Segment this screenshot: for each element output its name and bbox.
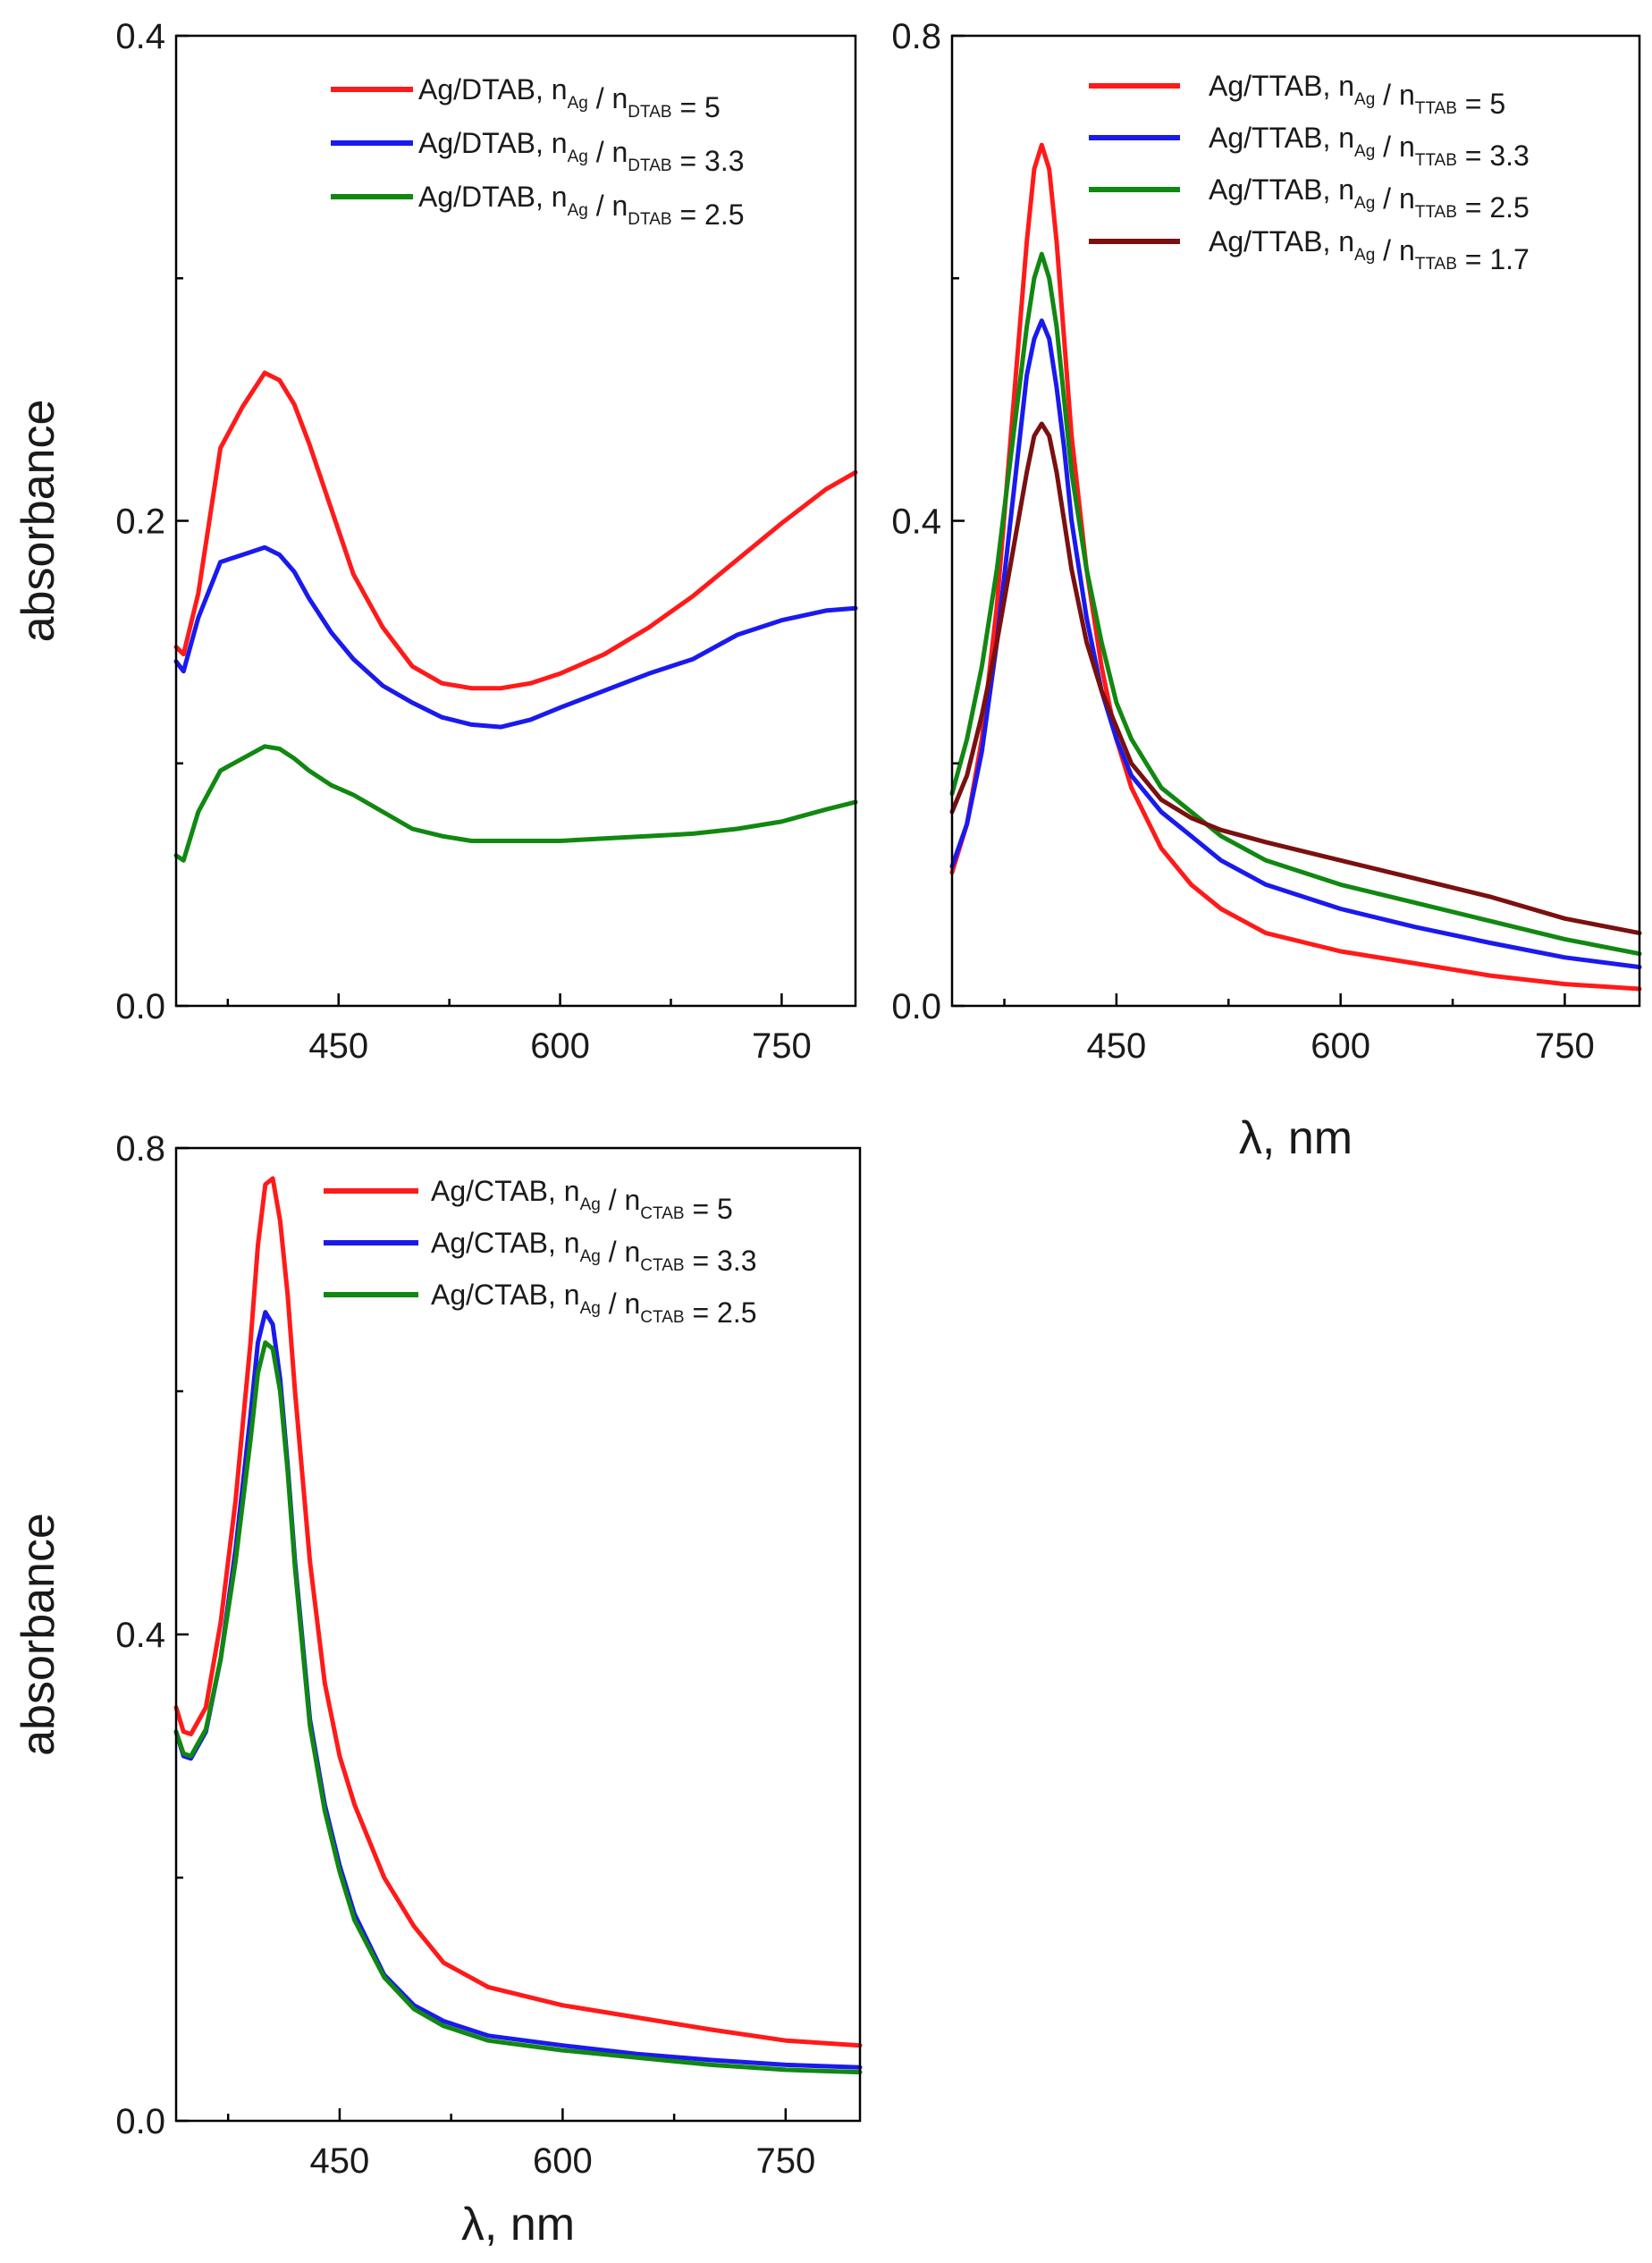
legend-label-ttab-3: Ag/TTAB, nAg / nTTAB = 1.7 <box>1209 225 1530 275</box>
chart-panel-ctab: 450 600 750 0.0 0.4 0.8 absorbance λ, nm Ag/CTAB… <box>13 1129 863 2250</box>
chart-panel-ttab: 450 600 750 0.0 0.4 0.8 λ, nm Ag/TTAB, nAg / nT… <box>891 17 1642 1164</box>
y-tick-label-ttab: 0.0 <box>891 987 941 1026</box>
x-tick-label-ctab: 600 <box>533 2141 593 2181</box>
x-tick-label-ttab: 450 <box>1087 1026 1147 1066</box>
x-tick-label-ttab: 600 <box>1311 1026 1370 1066</box>
legend-label-ttab-0: Ag/TTAB, nAg / nTTAB = 5 <box>1209 70 1505 120</box>
x-tick-label-dtab: 750 <box>752 1026 812 1066</box>
x-tick-label-dtab: 450 <box>308 1026 368 1066</box>
legend-label-dtab-2: Ag/DTAB, nAg / nDTAB = 2.5 <box>418 181 745 231</box>
y-tick-label-dtab: 0.2 <box>115 502 165 542</box>
legend-label-ctab-2: Ag/CTAB, nAg / nCTAB = 2.5 <box>431 1279 757 1329</box>
x-tick-label-dtab: 600 <box>530 1026 590 1066</box>
y-tick-label-dtab: 0.0 <box>115 987 165 1026</box>
series-line-dtab-0 <box>173 370 858 691</box>
legend-label-ttab-2: Ag/TTAB, nAg / nTTAB = 2.5 <box>1209 173 1530 224</box>
x-axis-title-ttab: λ, nm <box>1239 1112 1353 1164</box>
x-axis-title-ctab: λ, nm <box>461 2199 575 2250</box>
legend-dtab: Ag/DTAB, nAg / nDTAB = 5Ag/DTAB, nAg / n… <box>331 73 745 231</box>
legend-label-dtab-1: Ag/DTAB, nAg / nDTAB = 3.3 <box>418 127 745 177</box>
series-line-dtab-1 <box>173 545 858 730</box>
series-line-ttab-1 <box>949 318 1642 970</box>
legend-label-dtab-0: Ag/DTAB, nAg / nDTAB = 5 <box>418 73 721 123</box>
legend-label-ctab-1: Ag/CTAB, nAg / nCTAB = 3.3 <box>431 1227 757 1277</box>
series-line-dtab-2 <box>173 744 858 863</box>
chart-panel-dtab: 450 600 750 0.0 0.2 0.4 absorbance Ag/DTAB, nAg… <box>13 17 858 1066</box>
x-tick-label-ctab: 750 <box>755 2141 815 2181</box>
y-tick-label-ctab: 0.4 <box>115 1616 165 1655</box>
legend-label-ttab-1: Ag/TTAB, nAg / nTTAB = 3.3 <box>1209 122 1530 172</box>
legend-ctab: Ag/CTAB, nAg / nCTAB = 5Ag/CTAB, nAg / n… <box>324 1175 757 1329</box>
series-line-ttab-2 <box>949 251 1642 957</box>
series-line-ttab-3 <box>949 421 1642 936</box>
series-line-ctab-2 <box>173 1340 863 2075</box>
series-line-ctab-0 <box>173 1176 863 2048</box>
y-tick-label-ctab: 0.8 <box>115 1129 165 1169</box>
legend-label-ctab-0: Ag/CTAB, nAg / nCTAB = 5 <box>431 1175 733 1225</box>
y-tick-label-ttab: 0.8 <box>891 17 941 56</box>
y-tick-label-dtab: 0.4 <box>115 17 165 56</box>
x-tick-label-ttab: 750 <box>1535 1026 1595 1066</box>
y-axis-title-dtab: absorbance <box>13 400 64 643</box>
y-axis-title-ctab: absorbance <box>13 1513 64 1756</box>
y-tick-label-ttab: 0.4 <box>891 502 941 542</box>
legend-ttab: Ag/TTAB, nAg / nTTAB = 5Ag/TTAB, nAg / n… <box>1089 70 1530 275</box>
x-tick-label-ctab: 450 <box>310 2141 370 2181</box>
y-tick-label-ctab: 0.0 <box>115 2102 165 2141</box>
